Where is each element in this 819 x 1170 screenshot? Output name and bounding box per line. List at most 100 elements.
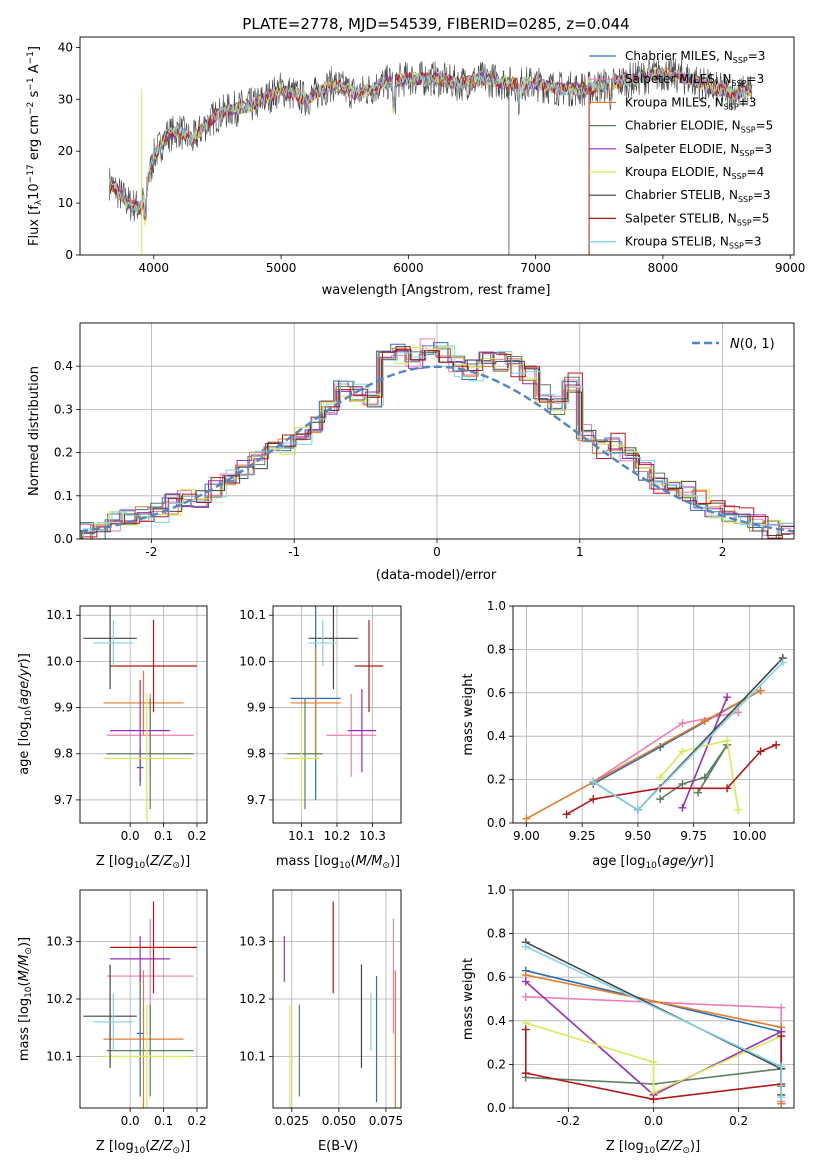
plot-area (108, 56, 753, 255)
y-tick-label: 0.6 (487, 686, 506, 700)
series-marker (656, 773, 665, 782)
histogram-step (82, 348, 794, 539)
series-marker (589, 777, 598, 786)
series-marker (521, 977, 530, 986)
x-tick-label: 0.0 (121, 829, 140, 843)
y-tick-label: 10.2 (46, 992, 73, 1006)
y-tick-label: 10.0 (46, 654, 73, 668)
histogram-step (80, 338, 792, 537)
x-tick-label: 7000 (520, 261, 551, 275)
y-axis-label: mass [log10(M/M⊙)] (17, 937, 34, 1061)
series-marker (656, 795, 665, 804)
axes-frame (272, 889, 402, 1109)
x-axis-label: Z [log10(Z/Z⊙)] (96, 1139, 190, 1156)
x-tick-label: -1 (288, 545, 300, 559)
x-tick-label: 0.0 (644, 1114, 663, 1128)
mass-weight-vs-age-panel: 9.00 9.25 9.50 9.75 10.00 0.0 0.2 0.4 0.6 0.8 1.0 m… (461, 599, 795, 871)
axes-frame (79, 889, 208, 1109)
plot-area (521, 938, 786, 1108)
histogram-step (80, 342, 791, 539)
y-tick-label: 0.6 (487, 970, 506, 984)
plot-area (83, 901, 197, 1108)
y-tick-label: 0.4 (487, 729, 506, 743)
y-axis-label: mass weight (461, 958, 476, 1040)
axes-frame (79, 36, 795, 256)
y-tick-label: 0.3 (54, 402, 73, 416)
series-marker (700, 717, 709, 726)
x-tick-label: 9.00 (513, 829, 540, 843)
series-marker (772, 740, 781, 749)
y-tick-label: 10.3 (46, 935, 73, 949)
x-tick-label: 2 (719, 545, 727, 559)
x-tick-label: 4000 (139, 261, 170, 275)
histogram-step (80, 346, 794, 539)
y-tick-label: 1.0 (487, 883, 506, 897)
series-marker (723, 784, 732, 793)
x-axis-label: E(B-V) (318, 1139, 358, 1154)
y-tick-label: 0 (65, 248, 73, 262)
series-line (681, 696, 728, 809)
series-marker (777, 1062, 786, 1071)
series-marker (678, 779, 687, 788)
legend-entry: Chabrier STELIB, NSSP=3 (625, 188, 771, 204)
x-tick-label: 0.1 (154, 829, 173, 843)
x-tick-label: 8000 (648, 261, 679, 275)
histogram-step (80, 348, 794, 539)
series-marker (723, 736, 732, 745)
x-tick-label: 10.00 (732, 829, 766, 843)
y-tick-label: 30 (58, 92, 73, 106)
x-axis-label: (data-model)/error (376, 568, 497, 583)
series-line (592, 657, 784, 812)
series-marker (633, 805, 642, 814)
axes-frame (79, 605, 208, 824)
y-tick-label: 10.1 (239, 608, 266, 622)
legend-entry: Salpeter ELODIE, NSSP=3 (625, 142, 772, 158)
plot-area (283, 901, 396, 1108)
series-line (566, 744, 777, 815)
series-marker (521, 1025, 530, 1034)
y-tick-label: 40 (58, 40, 73, 54)
series-marker (777, 1093, 786, 1102)
legend-entry: Salpeter MILES, NSSP=3 (625, 72, 764, 88)
axes-frame (272, 605, 402, 824)
series-line (526, 689, 761, 820)
y-tick-label: 10.3 (239, 935, 266, 949)
y-tick-label: 0.2 (487, 773, 506, 787)
histogram-step (82, 345, 794, 539)
plot-area (83, 606, 197, 823)
series-marker (521, 1069, 530, 1078)
x-tick-label: 0.025 (275, 1114, 309, 1128)
histogram-step (80, 347, 793, 539)
mass-vs-ebv-panel: 0.025 0.050 0.075 10.1 10.2 10.3 E(B-V) (239, 889, 403, 1154)
series-marker (756, 686, 765, 695)
x-tick-label: 9000 (775, 261, 806, 275)
y-tick-label: 1.0 (487, 599, 506, 613)
age-vs-mass-panel: 10.1 10.2 10.3 9.7 9.8 9.9 10.0 10.1 mass [log10… (239, 605, 402, 871)
y-tick-label: 10.0 (239, 654, 266, 668)
x-tick-label: 10.3 (359, 829, 386, 843)
series-line (525, 1022, 782, 1094)
y-axis-label: mass weight (461, 673, 476, 755)
x-tick-label: 0.075 (369, 1114, 403, 1128)
y-axis-label: age [log10(age/yr)] (17, 653, 34, 775)
y-tick-label: 0.2 (54, 446, 73, 460)
series-marker (734, 805, 743, 814)
spectrum-panel: 4000 5000 6000 7000 8000 9000 0 10 20 30 40 wavelen… (26, 36, 806, 298)
series-marker (678, 719, 687, 728)
axes-frame (512, 605, 795, 824)
x-tick-label: 6000 (393, 261, 424, 275)
y-tick-label: 0.0 (54, 532, 73, 546)
x-tick-label: 0.2 (187, 829, 206, 843)
y-axis-label: Flux [fλ10−17 erg cm−2 s−1 A−1] (26, 46, 44, 246)
x-tick-label: 10.2 (324, 829, 351, 843)
y-tick-label: 10.1 (239, 1049, 266, 1063)
y-tick-label: 9.8 (247, 747, 266, 761)
y-tick-label: 10.2 (239, 992, 266, 1006)
y-tick-label: 9.9 (54, 701, 73, 715)
series-marker (521, 942, 530, 951)
age-vs-z-panel: 0.0 0.1 0.2 9.7 9.8 9.9 10.0 10.1 Z [log10(Z/Z⊙)… (17, 605, 208, 871)
series-marker (589, 795, 598, 804)
legend-entry: Chabrier MILES, NSSP=3 (625, 49, 765, 65)
series-marker (694, 788, 703, 797)
